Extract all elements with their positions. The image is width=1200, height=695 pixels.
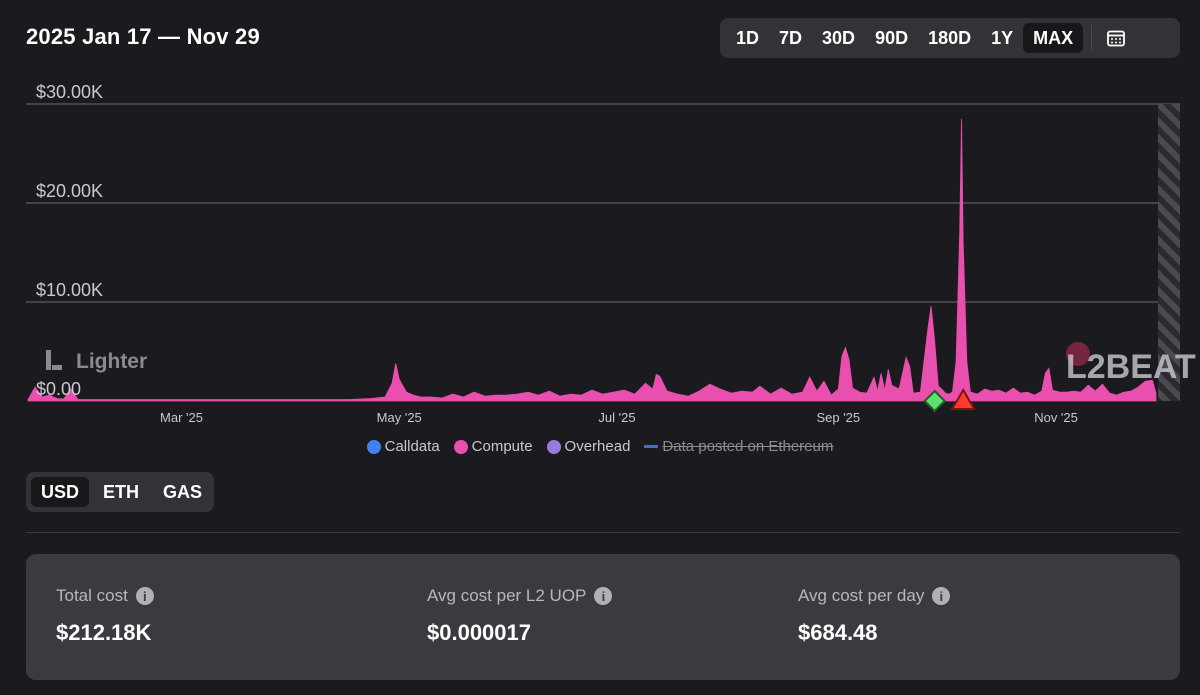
range-1y-button[interactable]: 1Y bbox=[991, 27, 1014, 48]
legend-compute-label: Compute bbox=[471, 438, 533, 455]
y-tick-label: $0.00 bbox=[36, 379, 81, 399]
stats-panel: Total cost i $212.18K Avg cost per L2 UO… bbox=[26, 554, 1180, 680]
range-90d-button[interactable]: 90D bbox=[875, 27, 909, 48]
stat-total-cost: Total cost i $212.18K bbox=[56, 586, 154, 646]
legend-overhead[interactable]: Overhead bbox=[546, 438, 631, 455]
time-range-selector: 1D 7D 30D 90D 180D 1Y MAX bbox=[720, 18, 1180, 58]
info-icon[interactable]: i bbox=[135, 587, 154, 605]
x-tick-label: Jul '25 bbox=[598, 410, 635, 425]
stat-avg-cost-per-uop-value: $0.000017 bbox=[427, 620, 531, 645]
series-compute-area[interactable] bbox=[27, 118, 1157, 402]
stat-avg-cost-per-day-label: Avg cost per day bbox=[798, 586, 925, 605]
range-180d-button[interactable]: 180D bbox=[928, 27, 972, 48]
legend-calldata-swatch bbox=[366, 439, 381, 454]
legend-data-posted[interactable]: Data posted on Ethereum bbox=[644, 438, 833, 455]
incident-marker-triangle-icon[interactable] bbox=[950, 388, 976, 410]
l2beat-watermark: L2BEAT bbox=[1066, 348, 1196, 386]
lighter-logo-icon bbox=[46, 350, 62, 370]
stat-avg-cost-per-day-value: $684.48 bbox=[798, 620, 878, 645]
calendar-icon[interactable] bbox=[1098, 23, 1134, 53]
unit-usd-button[interactable]: USD bbox=[31, 477, 90, 507]
legend-data-posted-label: Data posted on Ethereum bbox=[662, 438, 834, 455]
legend-overhead-swatch bbox=[546, 439, 561, 454]
x-tick-label: May '25 bbox=[377, 410, 422, 425]
legend-data-posted-swatch bbox=[644, 445, 659, 448]
x-tick-label: Sep '25 bbox=[816, 410, 860, 425]
info-icon[interactable]: i bbox=[594, 587, 613, 605]
chart-legend: Calldata Compute Overhead Data posted on… bbox=[0, 438, 1200, 455]
y-tick-label: $10.00K bbox=[36, 280, 103, 300]
page-title: 2025 Jan 17 — Nov 29 bbox=[26, 24, 260, 49]
y-tick-label: $30.00K bbox=[36, 82, 103, 102]
info-icon[interactable]: i bbox=[932, 587, 951, 605]
stat-total-cost-value: $212.18K bbox=[56, 620, 152, 645]
incomplete-data-band bbox=[1158, 104, 1180, 401]
stat-avg-cost-per-uop-label: Avg cost per L2 UOP bbox=[427, 586, 587, 605]
legend-compute-swatch bbox=[453, 439, 468, 454]
range-7d-button[interactable]: 7D bbox=[779, 27, 803, 48]
chart-svg: Lighter L2BEAT $0.00 $10.00K $20.00K $30.00… bbox=[26, 82, 1196, 425]
range-30d-button[interactable]: 30D bbox=[822, 27, 856, 48]
unit-eth-button[interactable]: ETH bbox=[103, 481, 140, 502]
legend-overhead-label: Overhead bbox=[564, 438, 631, 455]
unit-gas-button[interactable]: GAS bbox=[163, 481, 203, 502]
update-marker-diamond-icon[interactable] bbox=[923, 389, 947, 413]
lighter-watermark: Lighter bbox=[76, 350, 147, 373]
cost-chart: Lighter L2BEAT $0.00 $10.00K $20.00K $30.00… bbox=[0, 70, 1200, 460]
range-1d-button[interactable]: 1D bbox=[736, 27, 760, 48]
x-tick-label: Nov '25 bbox=[1034, 410, 1078, 425]
section-divider bbox=[26, 532, 1180, 533]
unit-selector: USD ETH GAS bbox=[26, 472, 214, 512]
legend-calldata[interactable]: Calldata bbox=[366, 438, 440, 455]
x-tick-label: Mar '25 bbox=[160, 410, 203, 425]
stat-avg-cost-per-uop: Avg cost per L2 UOP i $0.000017 bbox=[427, 586, 613, 646]
l2beat-heart-icon bbox=[1066, 342, 1090, 366]
stat-total-cost-label: Total cost bbox=[56, 586, 128, 605]
legend-compute[interactable]: Compute bbox=[453, 438, 533, 455]
stat-avg-cost-per-day: Avg cost per day i $684.48 bbox=[798, 586, 951, 646]
y-tick-label: $20.00K bbox=[36, 181, 103, 201]
range-divider bbox=[1091, 25, 1093, 51]
legend-calldata-label: Calldata bbox=[384, 438, 440, 455]
range-max-button[interactable]: MAX bbox=[1023, 23, 1084, 53]
